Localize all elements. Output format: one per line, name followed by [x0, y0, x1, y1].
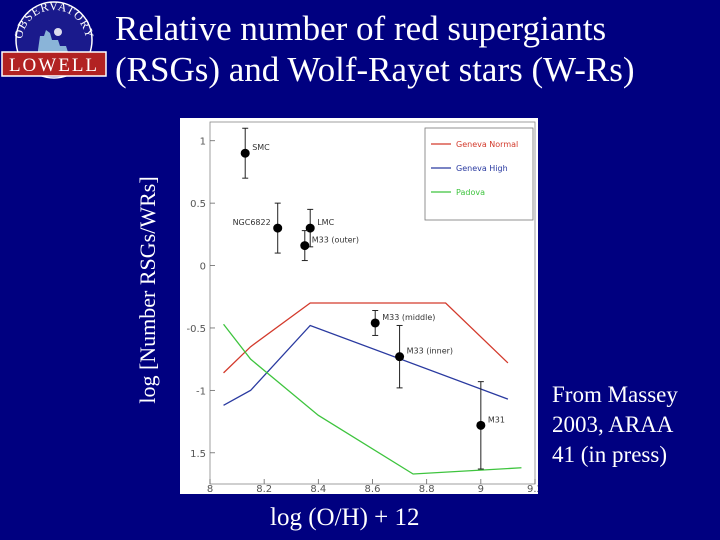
y-tick-label: 0 — [200, 262, 206, 273]
x-tick-label: 9 — [478, 484, 484, 494]
data-point — [370, 318, 380, 328]
x-tick-label: 8.6 — [365, 484, 381, 494]
x-axis-label: log (O/H) + 12 — [270, 504, 420, 531]
x-tick-label: 9.2 — [527, 484, 538, 494]
chart-plot: 1 0.5 0 -0.5 -1 1.5 8 8.2 8.4 8.6 8.8 9 9.2 SMC NGC682… — [180, 118, 538, 494]
legend-label: Geneva High — [456, 164, 508, 173]
observatory-skyline-icon — [38, 30, 68, 52]
data-point — [273, 223, 283, 233]
point-label: M33 (middle) — [382, 313, 435, 322]
y-tick-label: -1 — [196, 386, 206, 397]
logo-name: LOWELL — [9, 55, 99, 76]
data-point — [476, 420, 486, 430]
y-tick-label: 1.5 — [190, 449, 206, 460]
chart-svg: 1 0.5 0 -0.5 -1 1.5 8 8.2 8.4 8.6 8.8 9 9.2 SMC NGC682… — [186, 121, 538, 494]
point-label: NGC6822 — [233, 218, 271, 227]
point-label: SMC — [252, 143, 270, 152]
credit-line-2: 2003, ARAA — [552, 412, 674, 437]
logo-banner — [1, 51, 107, 77]
legend-label: Geneva Normal — [456, 140, 518, 149]
lowell-observatory-logo: OBSERVATORY LOWELL — [1, 0, 107, 79]
y-tick-label: -0.5 — [186, 324, 206, 335]
series-line-padova — [223, 323, 522, 475]
data-point — [305, 223, 315, 233]
y-tick-label: 0.5 — [190, 199, 206, 210]
x-tick-label: 8.2 — [256, 484, 272, 494]
point-label: LMC — [317, 218, 334, 227]
data-point — [395, 352, 405, 362]
series-line-geneva-high — [223, 324, 509, 406]
slide-title: Relative number of red supergiants (RSGs… — [115, 8, 715, 90]
legend-box — [424, 127, 534, 221]
credit-line-1: From Massey — [552, 382, 678, 407]
legend-label: Padova — [456, 188, 485, 197]
data-point — [240, 148, 250, 158]
x-tick-label: 8.4 — [310, 484, 326, 494]
dome-icon — [54, 28, 62, 36]
credit-line-3: 41 (in press) — [552, 442, 667, 467]
point-label: M33 (outer) — [312, 236, 359, 245]
data-point — [300, 241, 310, 251]
point-label: M31 — [488, 415, 505, 424]
title-line-1: Relative number of red supergiants — [115, 9, 607, 48]
point-label: M33 (inner) — [407, 347, 453, 356]
x-tick-label: 8.8 — [419, 484, 435, 494]
title-line-2: (RSGs) and Wolf-Rayet stars (W-Rs) — [115, 50, 635, 89]
source-credit: From Massey 2003, ARAA 41 (in press) — [552, 380, 717, 470]
y-tick-label: 1 — [200, 137, 206, 148]
x-tick-label: 8 — [207, 484, 213, 494]
series-line-geneva-normal — [223, 302, 509, 374]
y-axis-label: log [Number RSGs/WRs] — [135, 176, 160, 404]
